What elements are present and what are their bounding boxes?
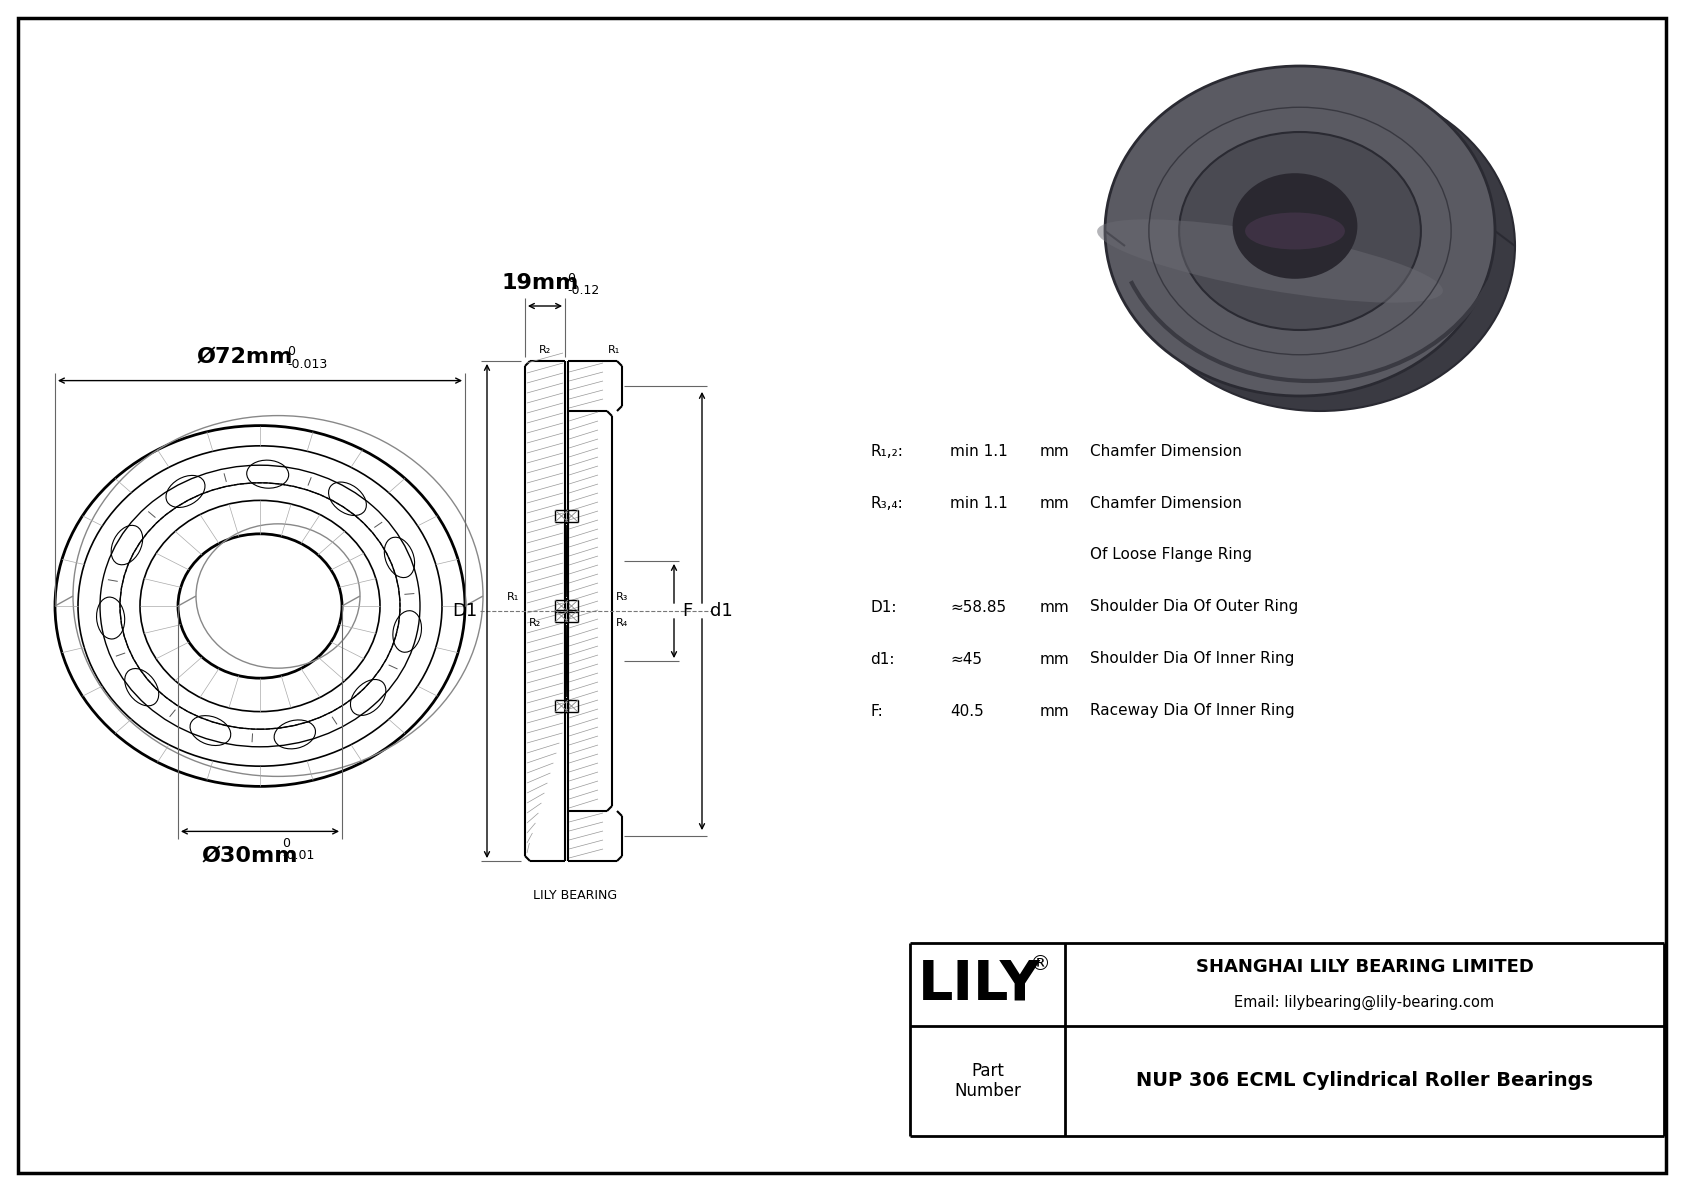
Text: mm: mm — [1041, 495, 1069, 511]
Ellipse shape — [1125, 81, 1516, 411]
Text: mm: mm — [1041, 599, 1069, 615]
Text: ≈45: ≈45 — [950, 651, 982, 667]
Text: LILY BEARING: LILY BEARING — [532, 888, 616, 902]
Text: -0.12: -0.12 — [568, 283, 600, 297]
Text: R₃,₄:: R₃,₄: — [871, 495, 903, 511]
Text: mm: mm — [1041, 443, 1069, 459]
Text: R₁: R₁ — [608, 345, 620, 355]
Text: Chamfer Dimension: Chamfer Dimension — [1090, 495, 1241, 511]
Text: SHANGHAI LILY BEARING LIMITED: SHANGHAI LILY BEARING LIMITED — [1196, 958, 1534, 975]
Text: mm: mm — [1041, 651, 1069, 667]
Text: ®: ® — [1029, 954, 1051, 974]
Text: 19mm: 19mm — [502, 273, 579, 293]
Text: F:: F: — [871, 704, 882, 718]
Text: 0: 0 — [281, 837, 290, 850]
Ellipse shape — [1105, 66, 1495, 395]
Text: Raceway Dia Of Inner Ring: Raceway Dia Of Inner Ring — [1090, 704, 1295, 718]
Text: min 1.1: min 1.1 — [950, 443, 1007, 459]
Text: R₁: R₁ — [507, 592, 519, 601]
Text: d1: d1 — [711, 601, 733, 621]
Text: F: F — [682, 601, 692, 621]
Text: R₂: R₂ — [529, 618, 541, 628]
Text: Ø72mm: Ø72mm — [197, 347, 293, 367]
Text: 0: 0 — [568, 272, 574, 285]
Text: R₃: R₃ — [616, 592, 628, 601]
Text: Ø30mm: Ø30mm — [202, 846, 298, 866]
Text: R₂: R₂ — [539, 345, 551, 355]
Text: Of Loose Flange Ring: Of Loose Flange Ring — [1090, 548, 1251, 562]
Text: 0: 0 — [286, 344, 295, 357]
Text: Chamfer Dimension: Chamfer Dimension — [1090, 443, 1241, 459]
Text: Shoulder Dia Of Outer Ring: Shoulder Dia Of Outer Ring — [1090, 599, 1298, 615]
Text: ≈58.85: ≈58.85 — [950, 599, 1005, 615]
Text: NUP 306 ECML Cylindrical Roller Bearings: NUP 306 ECML Cylindrical Roller Bearings — [1137, 1072, 1593, 1091]
Text: 40.5: 40.5 — [950, 704, 983, 718]
Ellipse shape — [1244, 212, 1346, 249]
Ellipse shape — [1096, 219, 1443, 303]
Text: D1: D1 — [451, 601, 477, 621]
Text: Shoulder Dia Of Inner Ring: Shoulder Dia Of Inner Ring — [1090, 651, 1295, 667]
Text: d1:: d1: — [871, 651, 894, 667]
Text: LILY: LILY — [918, 958, 1041, 1011]
Text: Email: lilybearing@lily-bearing.com: Email: lilybearing@lily-bearing.com — [1234, 994, 1495, 1010]
Ellipse shape — [1179, 132, 1421, 330]
Text: mm: mm — [1041, 704, 1069, 718]
Ellipse shape — [1233, 173, 1357, 279]
Text: R₁,₂:: R₁,₂: — [871, 443, 903, 459]
Text: D1:: D1: — [871, 599, 896, 615]
Text: min 1.1: min 1.1 — [950, 495, 1007, 511]
Text: Part
Number: Part Number — [955, 1061, 1021, 1100]
Text: -0.013: -0.013 — [286, 357, 327, 370]
Text: R₄: R₄ — [616, 618, 628, 628]
Text: -0.01: -0.01 — [281, 849, 315, 862]
